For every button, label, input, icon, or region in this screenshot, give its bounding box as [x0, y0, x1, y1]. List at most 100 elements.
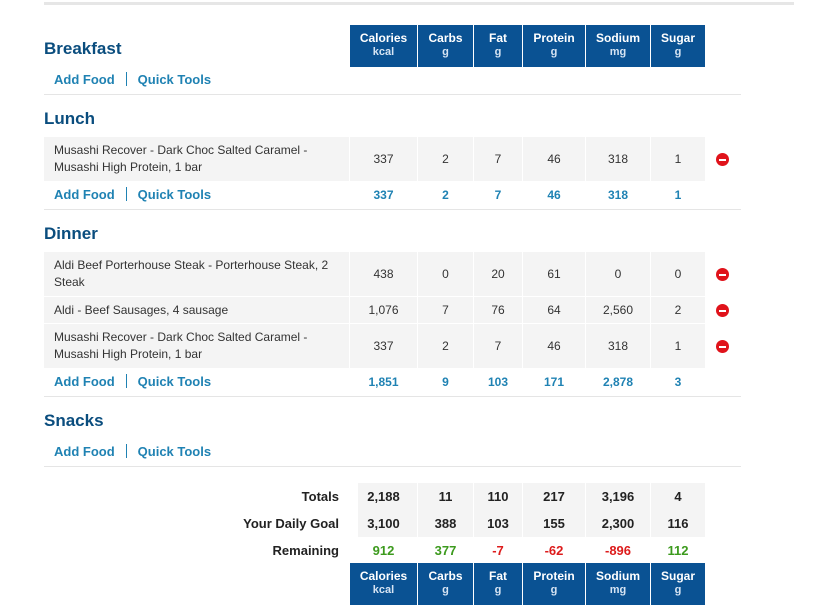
sugar-value: 1 [674, 339, 682, 353]
food-name[interactable]: Aldi - Beef Sausages, 4 sausage [54, 302, 344, 319]
top-fat-header-unit: g [494, 46, 502, 58]
food-name[interactable]: Aldi Beef Porterhouse Steak - Porterhous… [54, 257, 344, 291]
top-sugar-header: Sugar g [651, 25, 705, 67]
remaining-label: Remaining [272, 543, 339, 558]
bottom-protein-header-label: Protein [533, 569, 575, 583]
lunch-title: Lunch [44, 109, 95, 128]
snacks-quick-tools-link[interactable]: Quick Tools [137, 444, 212, 459]
summary-totals-sugar: 4 [674, 489, 682, 504]
lunch-total-sugar: 1 [674, 188, 682, 202]
food-name[interactable]: Musashi Recover - Dark Choc Salted Caram… [54, 329, 344, 363]
dinner-title: Dinner [44, 224, 98, 243]
summary-goal-calories: 3,100 [367, 516, 400, 531]
summary-totals-carbs: 11 [438, 489, 453, 504]
fat-value: 7 [494, 339, 502, 353]
bottom-calories-header-label: Calories [359, 569, 408, 583]
bottom-protein-header: Protein g [523, 563, 585, 605]
summary-totals-calories: 2,188 [367, 489, 400, 504]
breakfast-links: Add Food Quick Tools [54, 72, 211, 88]
bottom-sodium-header-unit: mg [609, 584, 627, 596]
sugar-value: 0 [674, 267, 682, 281]
top-protein-header: Protein g [523, 25, 585, 67]
bottom-calories-header: Calories kcal [350, 563, 417, 605]
sodium-value: 2,560 [602, 303, 634, 317]
lunch-quick-tools-link[interactable]: Quick Tools [137, 187, 212, 202]
bottom-sugar-header: Sugar g [651, 563, 705, 605]
dinner-links: Add Food Quick Tools [54, 374, 211, 390]
breakfast-divider [44, 94, 741, 95]
totals-label: Totals [301, 489, 339, 504]
remove-icon[interactable] [716, 268, 729, 281]
bottom-sodium-header: Sodium mg [586, 563, 650, 605]
top-sugar-header-label: Sugar [660, 31, 695, 45]
summary-goal-protein: 155 [543, 516, 565, 531]
summary-remaining-sugar: 112 [667, 543, 689, 558]
summary-goal-row: 3,100 388 103 155 2,300 116 [349, 510, 705, 537]
fat-value: 20 [491, 267, 505, 281]
dinner-add-food-link[interactable]: Add Food [54, 374, 115, 389]
snacks-add-food-link[interactable]: Add Food [54, 444, 115, 459]
top-protein-header-unit: g [550, 46, 558, 58]
summary-goal-carbs: 388 [434, 516, 457, 531]
food-name-line: Steak [54, 275, 85, 289]
carbs-value: 0 [442, 267, 449, 281]
remove-icon[interactable] [716, 340, 729, 353]
food-name-line: Musashi Recover - Dark Choc Salted Caram… [54, 330, 308, 344]
sodium-value: 0 [614, 267, 622, 281]
fat-value: 7 [494, 152, 502, 166]
dinner-total-carbs: 9 [442, 375, 449, 389]
sodium-value: 318 [607, 339, 629, 353]
dinner-quick-tools-link[interactable]: Quick Tools [137, 374, 212, 389]
lunch-links: Add Food Quick Tools [54, 187, 211, 203]
calories-value: 1,076 [368, 303, 399, 317]
food-name-line: Musashi High Protein, 1 bar [54, 347, 203, 361]
bottom-sodium-header-label: Sodium [596, 569, 640, 583]
summary-remaining-fat: -7 [492, 543, 504, 558]
summary-remaining-row: 912 377 -7 -62 -896 112 [349, 537, 705, 564]
summary-remaining-sodium: -896 [604, 543, 632, 558]
food-name[interactable]: Musashi Recover - Dark Choc Salted Caram… [54, 142, 344, 176]
food-name-line: Aldi - Beef Sausages, 4 sausage [54, 303, 229, 317]
remove-icon[interactable] [716, 153, 729, 166]
top-carbs-header-unit: g [442, 46, 449, 58]
protein-value: 64 [547, 303, 561, 317]
lunch-total-protein: 46 [547, 188, 561, 202]
top-carbs-header-label: Carbs [428, 31, 463, 45]
lunch-total-sodium: 318 [607, 188, 629, 202]
top-fat-header-label: Fat [489, 31, 507, 45]
bottom-fat-header-unit: g [494, 584, 502, 596]
summary-remaining-carbs: 377 [434, 543, 457, 558]
lunch-total-fat: 7 [494, 188, 502, 202]
breakfast-quick-tools-link[interactable]: Quick Tools [137, 72, 212, 87]
top-calories-header-unit: kcal [372, 46, 395, 58]
dinner-total-calories: 1,851 [368, 375, 399, 389]
lunch-total-carbs: 2 [442, 188, 449, 202]
top-sodium-header: Sodium mg [586, 25, 650, 67]
lunch-food-row[interactable]: Musashi Recover - Dark Choc Salted Caram… [44, 137, 741, 181]
summary-totals-sodium: 3,196 [601, 489, 635, 504]
dinner-food-row[interactable]: Aldi - Beef Sausages, 4 sausage 1,076 7 76 6… [44, 297, 741, 323]
sodium-value: 318 [607, 152, 629, 166]
bottom-calories-header-unit: kcal [372, 584, 395, 596]
remove-icon[interactable] [716, 304, 729, 317]
top-calories-header: Calories kcal [350, 25, 417, 67]
summary-goal-sugar: 116 [667, 516, 689, 531]
snacks-title: Snacks [44, 411, 104, 430]
bottom-fat-header: Fat g [474, 563, 522, 605]
snacks-divider [44, 466, 741, 467]
protein-value: 61 [547, 267, 561, 281]
dinner-food-row[interactable]: Musashi Recover - Dark Choc Salted Caram… [44, 324, 741, 368]
protein-value: 46 [547, 152, 561, 166]
breakfast-add-food-link[interactable]: Add Food [54, 72, 115, 87]
lunch-add-food-link[interactable]: Add Food [54, 187, 115, 202]
sugar-value: 1 [674, 152, 682, 166]
summary-remaining-protein: -62 [544, 543, 564, 558]
top-sodium-header-label: Sodium [596, 31, 640, 45]
calories-value: 438 [373, 267, 394, 281]
dinner-food-row[interactable]: Aldi Beef Porterhouse Steak - Porterhous… [44, 252, 741, 296]
summary-goal-fat: 103 [487, 516, 509, 531]
carbs-value: 2 [442, 339, 449, 353]
bottom-carbs-header-label: Carbs [428, 569, 463, 583]
carbs-value: 2 [442, 152, 449, 166]
calories-value: 337 [373, 339, 394, 353]
